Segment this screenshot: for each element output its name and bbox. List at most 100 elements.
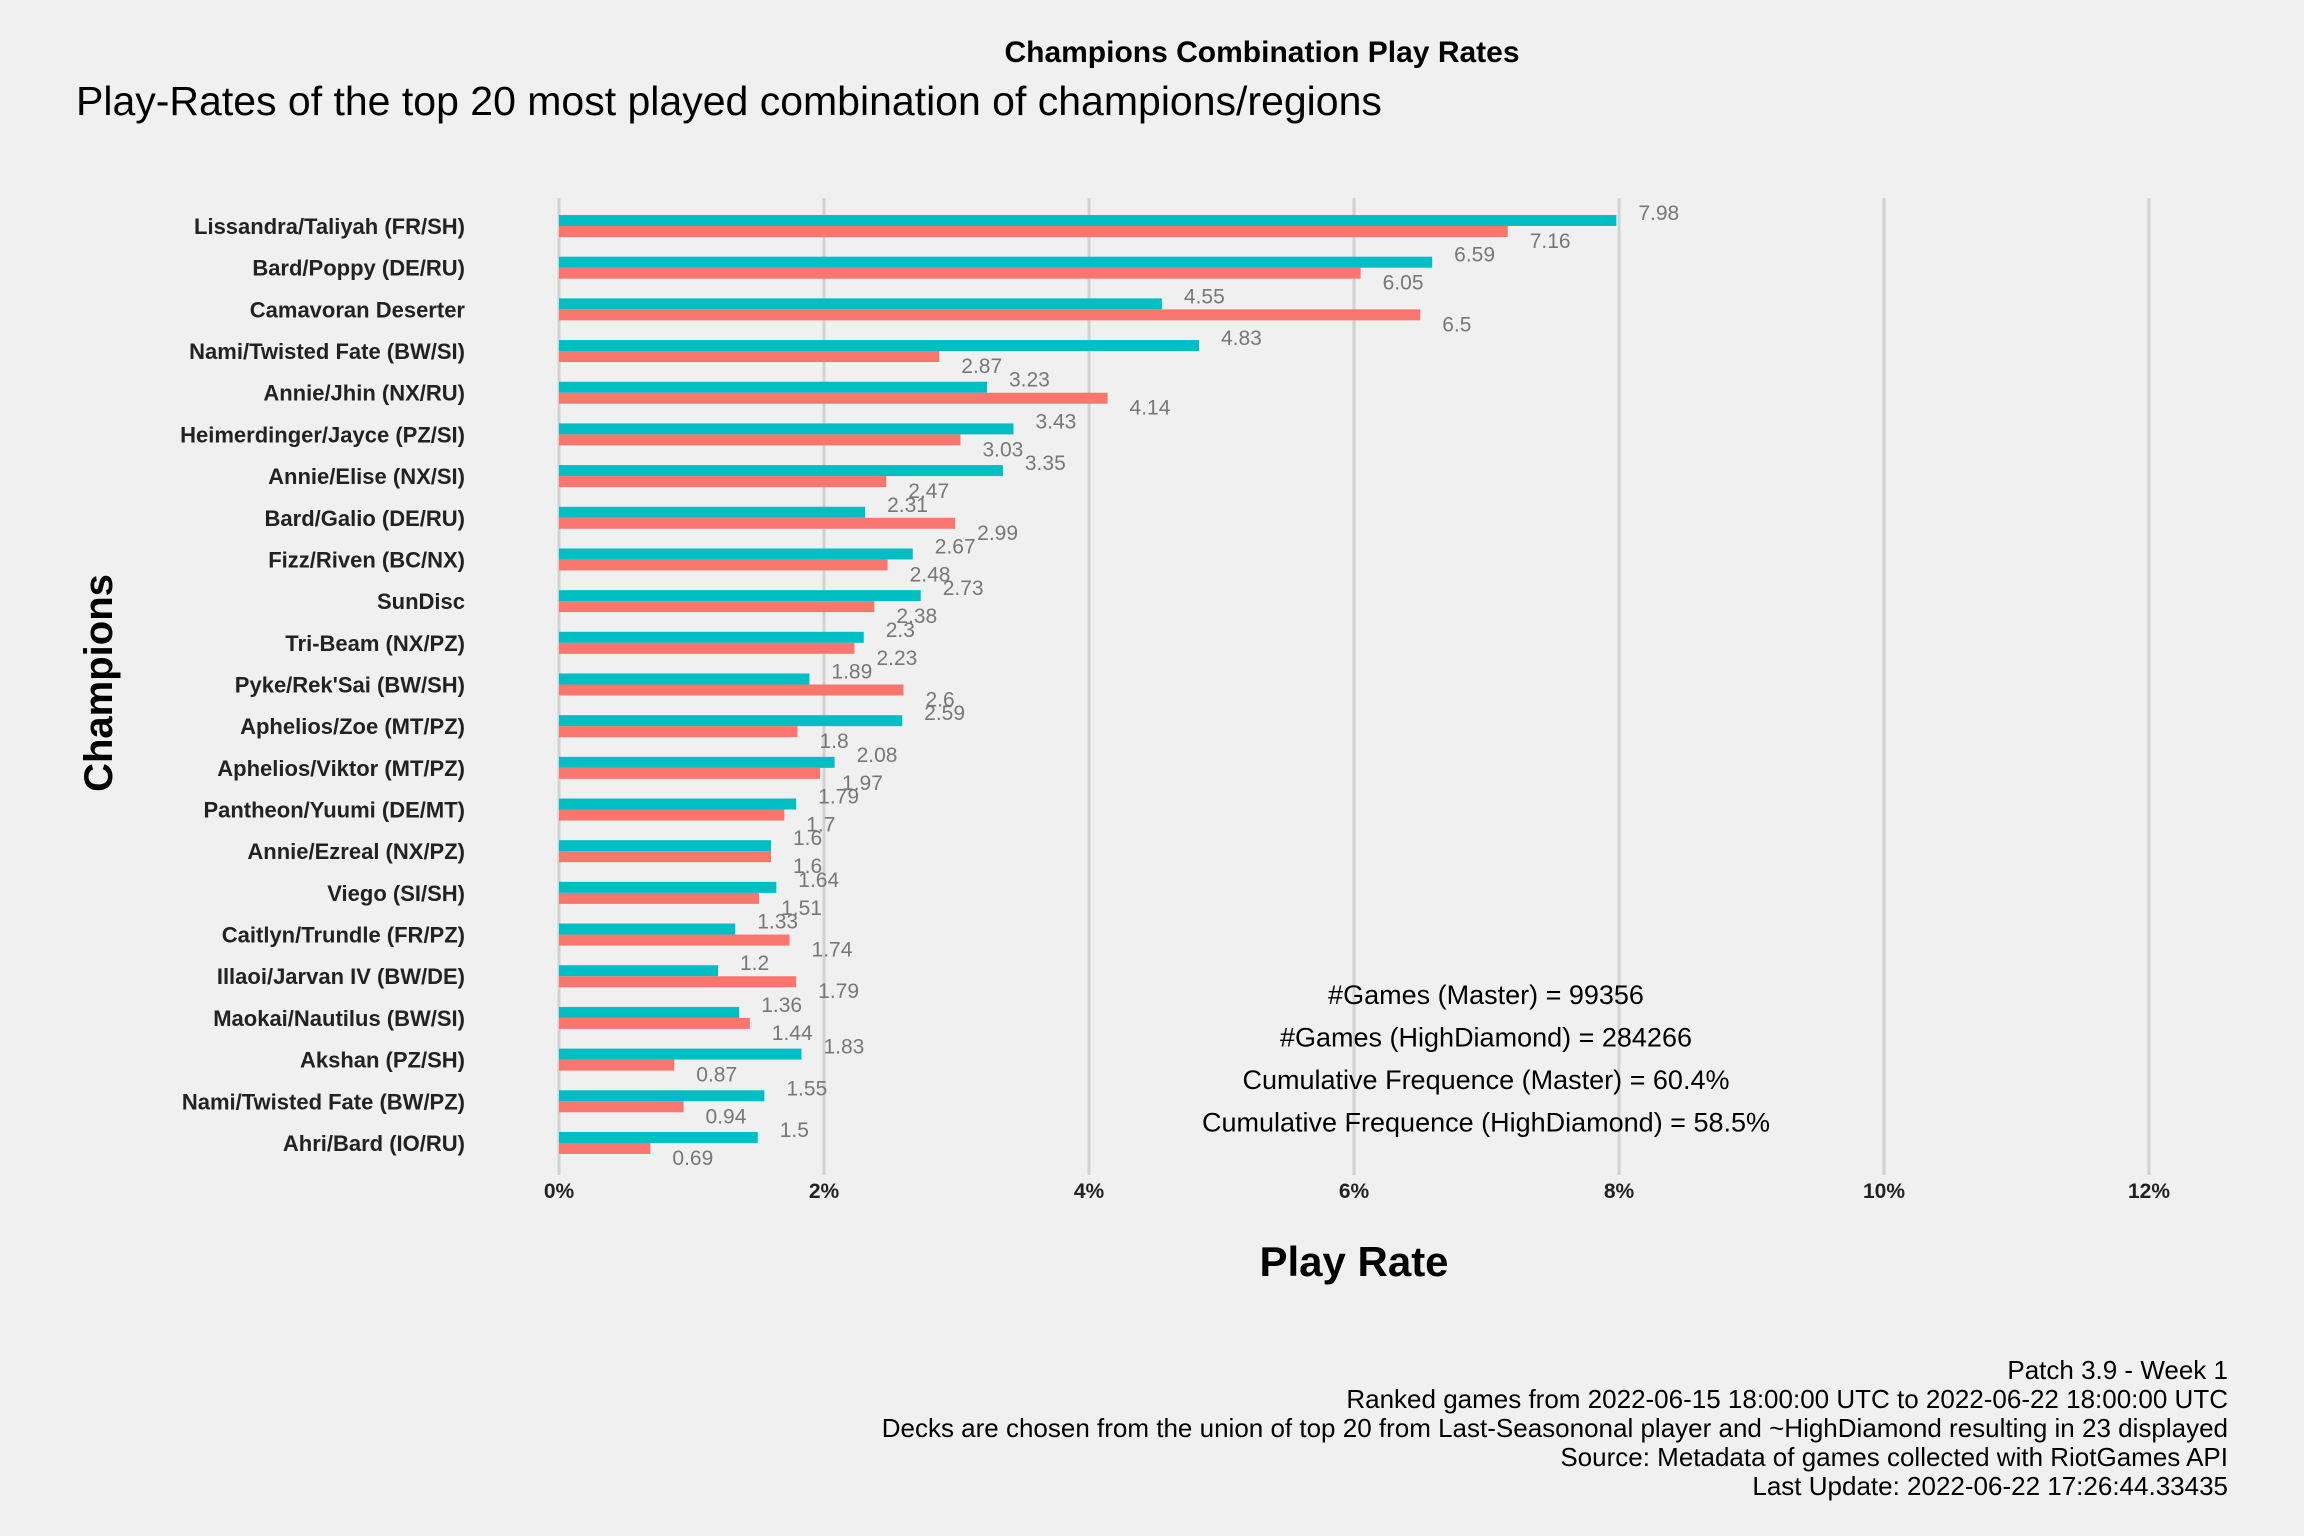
value-label: 1.51 <box>781 897 822 920</box>
bar-series-2 <box>559 726 798 738</box>
chart-title: Champions Combination Play Rates <box>1004 36 1520 69</box>
value-label: 0.87 <box>696 1064 737 1087</box>
value-label: 7.16 <box>1530 230 1571 253</box>
bar-series-1 <box>559 298 1162 310</box>
bar-series-1 <box>559 256 1433 268</box>
y-category-label: Fizz/Riven (BC/NX) <box>268 547 465 572</box>
bar-series-2 <box>559 976 797 988</box>
chart-subtitle: Play-Rates of the top 20 most played com… <box>76 78 1382 124</box>
bar-series-2 <box>559 392 1108 404</box>
y-category-label: Lissandra/Taliyah (FR/SH) <box>194 214 465 239</box>
y-category-label: Caitlyn/Trundle (FR/PZ) <box>222 923 465 948</box>
y-category-label: Pantheon/Yuumi (DE/MT) <box>203 798 465 823</box>
y-category-label: Viego (SI/SH) <box>327 881 465 906</box>
summary-annotation: Cumulative Frequence (Master) = 60.4% <box>1243 1065 1730 1095</box>
value-label: 2.67 <box>935 535 976 558</box>
value-label: 2.99 <box>977 522 1018 545</box>
bar-series-2 <box>559 559 888 571</box>
caption: Patch 3.9 - Week 1 Ranked games from 2022… <box>882 1356 2228 1501</box>
bar-series-2 <box>559 601 875 613</box>
value-label: 1.89 <box>831 660 872 683</box>
bar-series-2 <box>559 267 1361 279</box>
bar-series-2 <box>559 1101 684 1113</box>
value-label: 7.98 <box>1638 202 1679 225</box>
value-label: 1.7 <box>806 814 835 837</box>
bar-series-1 <box>559 590 921 602</box>
y-category-label: Aphelios/Zoe (MT/PZ) <box>240 714 465 739</box>
bar-series-1 <box>559 965 718 977</box>
y-category-label: Illaoi/Jarvan IV (BW/DE) <box>217 964 465 989</box>
y-category-label: Camavoran Deserter <box>250 297 466 322</box>
bar-series-1 <box>559 631 864 643</box>
value-label: 2.87 <box>961 355 1002 378</box>
y-category-label: Tri-Beam (NX/PZ) <box>285 631 465 656</box>
x-tick-labels: 0% 2% 4% 6% 8% 10% 12% <box>544 1180 2171 1203</box>
value-label: 3.03 <box>982 438 1023 461</box>
bar-series-1 <box>559 798 797 810</box>
bar-series-1 <box>559 465 1003 477</box>
value-label: 6.05 <box>1383 272 1424 295</box>
bar-series-1 <box>559 1090 765 1102</box>
bar-series-2 <box>559 767 821 779</box>
summary-annotations: #Games (Master) = 99356 #Games (HighDiamo… <box>1202 980 1770 1138</box>
bar-series-2 <box>559 684 904 696</box>
value-label: 3.23 <box>1009 369 1050 392</box>
bar-series-2 <box>559 642 855 654</box>
value-label: 2.59 <box>924 702 965 725</box>
value-label: 1.64 <box>798 869 839 892</box>
value-label: 6.59 <box>1454 244 1495 267</box>
value-label: 2.38 <box>896 605 937 628</box>
summary-annotation: Cumulative Frequence (HighDiamond) = 58.… <box>1202 1108 1770 1138</box>
value-label: 2.31 <box>887 494 928 517</box>
y-category-label: Maokai/Nautilus (BW/SI) <box>213 1006 465 1031</box>
value-label: 1.44 <box>772 1022 813 1045</box>
bar-series-2 <box>559 309 1421 321</box>
bar-series-1 <box>559 340 1199 352</box>
bar-series-2 <box>559 1017 750 1029</box>
bar-series-2 <box>559 1142 651 1154</box>
y-category-label: Annie/Ezreal (NX/PZ) <box>247 839 465 864</box>
y-category-labels: Lissandra/Taliyah (FR/SH) Bard/Poppy (DE/… <box>180 214 465 1156</box>
value-label: 1.97 <box>842 772 883 795</box>
value-label: 3.43 <box>1035 410 1076 433</box>
summary-annotation: #Games (HighDiamond) = 284266 <box>1280 1023 1692 1053</box>
bar-series-2 <box>559 351 940 363</box>
y-axis-label: Champions <box>77 574 121 792</box>
value-label: 0.94 <box>706 1105 747 1128</box>
bar-series-2 <box>559 434 961 446</box>
y-category-label: Pyke/Rek'Sai (BW/SH) <box>235 672 465 697</box>
value-label: 0.69 <box>672 1147 713 1170</box>
value-label: 6.5 <box>1442 313 1471 336</box>
value-label: 1.36 <box>761 994 802 1017</box>
value-label: 4.83 <box>1221 327 1262 350</box>
x-tick-label: 10% <box>1863 1180 1905 1203</box>
x-axis-label: Play Rate <box>1259 1238 1448 1285</box>
value-label: 1.74 <box>812 939 853 962</box>
bar-series-2 <box>559 1059 675 1071</box>
value-label: 1.55 <box>786 1077 827 1100</box>
bar-series-1 <box>559 506 866 518</box>
value-label: 4.14 <box>1130 397 1171 420</box>
value-label: 2.48 <box>910 563 951 586</box>
value-label: 1.6 <box>793 827 822 850</box>
value-label: 3.35 <box>1025 452 1066 475</box>
bar-series-1 <box>559 381 987 393</box>
bar-series-1 <box>559 715 903 727</box>
value-label: 2.23 <box>876 647 917 670</box>
y-category-label: Annie/Jhin (NX/RU) <box>263 381 465 406</box>
y-category-label: Aphelios/Viktor (MT/PZ) <box>217 756 465 781</box>
value-label: 1.2 <box>740 952 769 975</box>
caption-line: Source: Metadata of games collected with… <box>1560 1442 2228 1472</box>
x-tick-label: 4% <box>1074 1180 1105 1203</box>
y-category-label: SunDisc <box>377 589 465 614</box>
value-label: 1.5 <box>780 1119 809 1142</box>
x-tick-label: 0% <box>544 1180 575 1203</box>
bar-series-1 <box>559 215 1617 226</box>
summary-annotation: #Games (Master) = 99356 <box>1328 980 1644 1010</box>
bar-series-1 <box>559 423 1014 435</box>
x-tick-label: 6% <box>1339 1180 1370 1203</box>
value-label: 2.73 <box>943 577 984 600</box>
bars <box>559 215 1617 1154</box>
value-label: 1.79 <box>818 786 859 809</box>
value-label: 1.8 <box>820 730 849 753</box>
